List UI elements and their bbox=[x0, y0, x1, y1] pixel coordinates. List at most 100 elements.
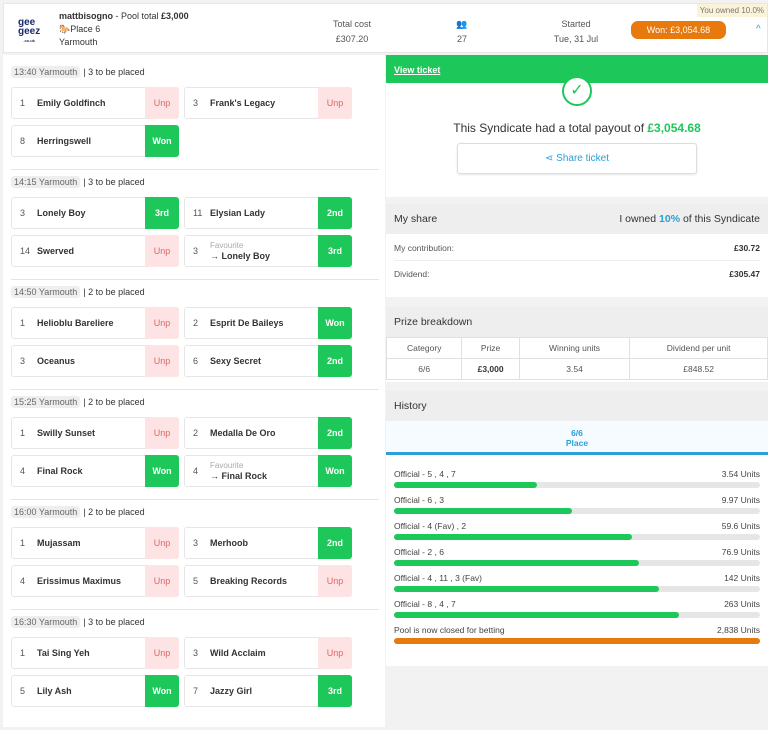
runner-number: 3 bbox=[193, 538, 199, 548]
runner-number: 3 bbox=[193, 98, 199, 108]
runner-cell[interactable]: 3 Favourite → Lonely Boy 3rd bbox=[184, 234, 352, 267]
col-header: Prize bbox=[461, 337, 520, 359]
history-label: Pool is now closed for betting bbox=[394, 625, 505, 635]
started-date: Tue, 31 Jul bbox=[553, 34, 599, 44]
progress-fill bbox=[394, 534, 632, 540]
result-badge: Unp bbox=[145, 636, 179, 669]
runner-name: Wild Acclaim bbox=[210, 647, 266, 658]
divider bbox=[11, 499, 379, 500]
runner-name-wrap: Erissimus Maximus bbox=[32, 576, 145, 587]
runner-name: Frank's Legacy bbox=[210, 97, 276, 108]
history-label: Official - 4 (Fav) , 2 bbox=[394, 521, 467, 531]
table-cell: £848.52 bbox=[629, 358, 768, 380]
payout-text: This Syndicate had a total payout of £3,… bbox=[386, 121, 768, 135]
runner-name-wrap: Jazzy Girl bbox=[205, 686, 318, 697]
runner-cell[interactable]: 1 Swilly Sunset Unp bbox=[11, 416, 179, 449]
history-units: 3.54 Units bbox=[721, 469, 760, 479]
started-label: Started bbox=[561, 19, 591, 29]
runner-name: Tai Sing Yeh bbox=[37, 647, 90, 658]
runner-number: 4 bbox=[193, 466, 199, 476]
race-header: 13:40 Yarmouth | 3 to be placed bbox=[11, 65, 353, 79]
history-title: History bbox=[394, 400, 427, 412]
runner-cell[interactable]: 3 Wild Acclaim Unp bbox=[184, 636, 352, 669]
history-item: Official - 5 , 4 , 7 3.54 Units bbox=[394, 469, 760, 488]
tab-6-6-place[interactable]: 6/6 Place bbox=[386, 421, 768, 455]
runner-cell[interactable]: 1 Mujassam Unp bbox=[11, 526, 179, 559]
contribution-label: My contribution: bbox=[394, 243, 454, 253]
owned-post: of this Syndicate bbox=[682, 213, 760, 225]
runner-cell[interactable]: 2 Esprit De Baileys Won bbox=[184, 306, 352, 339]
runner-name: → Lonely Boy bbox=[210, 251, 271, 261]
runner-cell[interactable]: 2 Medalla De Oro 2nd bbox=[184, 416, 352, 449]
runner-cell[interactable]: 14 Swerved Unp bbox=[11, 234, 179, 267]
progress-fill bbox=[394, 560, 640, 566]
runner-cell[interactable]: 1 Emily Goldfinch Unp bbox=[11, 86, 179, 119]
places-count: 3 to be placed bbox=[88, 177, 145, 187]
runner-name-wrap: Emily Goldfinch bbox=[32, 98, 145, 109]
tab-top: 6/6 bbox=[571, 428, 583, 438]
runner-cell[interactable]: 1 Tai Sing Yeh Unp bbox=[11, 636, 179, 669]
runner-number: 5 bbox=[193, 576, 199, 586]
people-icon: 👥 bbox=[456, 19, 468, 29]
syndicate-header[interactable]: gee geez .co.uk mattbisogno - Pool total £… bbox=[3, 3, 768, 53]
race-header: 16:00 Yarmouth | 2 to be placed bbox=[11, 505, 353, 519]
result-badge: Unp bbox=[318, 86, 352, 119]
progress-fill bbox=[394, 482, 537, 488]
runner-name: Erissimus Maximus bbox=[37, 575, 122, 586]
runner-cell[interactable]: 4 Favourite → Final Rock Won bbox=[184, 454, 352, 487]
progress-fill bbox=[394, 638, 760, 644]
runner-cell[interactable]: 6 Sexy Secret 2nd bbox=[184, 344, 352, 377]
history-units: 76.9 Units bbox=[721, 547, 760, 557]
runner-name-wrap: Swerved bbox=[32, 246, 145, 257]
history-label: Official - 4 , 11 , 3 (Fav) bbox=[394, 573, 483, 583]
result-badge: 2nd bbox=[318, 344, 352, 377]
result-badge: 2nd bbox=[318, 416, 352, 449]
runner-number: 8 bbox=[20, 136, 26, 146]
result-badge: Unp bbox=[318, 636, 352, 669]
runner-number: 1 bbox=[20, 648, 26, 658]
runner-name: Esprit De Baileys bbox=[210, 317, 284, 328]
runner-cell[interactable]: 4 Final Rock Won bbox=[11, 454, 179, 487]
history-units: 59.6 Units bbox=[721, 521, 760, 531]
check-icon: ✓ bbox=[562, 76, 592, 106]
chevron-up-icon[interactable]: ^ bbox=[756, 24, 761, 35]
places-count: 2 to be placed bbox=[88, 287, 145, 297]
share-ticket-button[interactable]: ⋖ Share ticket bbox=[457, 143, 697, 174]
progress-track bbox=[394, 638, 760, 644]
runner-cell[interactable]: 11 Elysian Lady 2nd bbox=[184, 196, 352, 229]
runner-number: 5 bbox=[20, 686, 26, 696]
payout-label: This Syndicate had a total payout of bbox=[453, 121, 645, 135]
owned-pre: I owned bbox=[619, 213, 657, 225]
runner-cell[interactable]: 3 Frank's Legacy Unp bbox=[184, 86, 352, 119]
runner-cell[interactable]: 3 Lonely Boy 3rd bbox=[11, 196, 179, 229]
race-block: 16:30 Yarmouth | 3 to be placed 1 Tai Sing … bbox=[11, 615, 353, 707]
runner-cell[interactable]: 4 Erissimus Maximus Unp bbox=[11, 564, 179, 597]
runner-cell[interactable]: 5 Lily Ash Won bbox=[11, 674, 179, 707]
runner-name: → Final Rock bbox=[210, 471, 268, 481]
result-badge: Unp bbox=[145, 416, 179, 449]
entrants-count: 27 bbox=[456, 34, 467, 44]
race-block: 13:40 Yarmouth | 3 to be placed 1 Emily Gol… bbox=[11, 65, 353, 157]
progress-track bbox=[394, 560, 760, 566]
dividend-value: £305.47 bbox=[729, 268, 760, 279]
history-units: 263 Units bbox=[724, 599, 760, 609]
runner-cell[interactable]: 8 Herringswell Won bbox=[11, 124, 179, 157]
runner-cell[interactable]: 7 Jazzy Girl 3rd bbox=[184, 674, 352, 707]
runner-name-wrap: Breaking Records bbox=[205, 576, 318, 587]
race-block: 14:50 Yarmouth | 2 to be placed 1 Helioblu … bbox=[11, 285, 353, 377]
runner-cell[interactable]: 3 Oceanus Unp bbox=[11, 344, 179, 377]
runner-number: 7 bbox=[193, 686, 199, 696]
runner-number: 3 bbox=[20, 208, 26, 218]
runner-number: 11 bbox=[193, 208, 203, 218]
runner-cell[interactable]: 1 Helioblu Bareliere Unp bbox=[11, 306, 179, 339]
runner-name-wrap: Sexy Secret bbox=[205, 356, 318, 367]
places-count: 3 to be placed bbox=[88, 617, 145, 627]
runner-cell[interactable]: 3 Merhoob 2nd bbox=[184, 526, 352, 559]
places-text: | 2 to be placed bbox=[83, 287, 145, 297]
favourite-label: Favourite bbox=[210, 241, 244, 250]
runner-cell[interactable]: 5 Breaking Records Unp bbox=[184, 564, 352, 597]
runner-name-wrap: Helioblu Bareliere bbox=[32, 318, 145, 329]
history-label: Official - 2 , 6 bbox=[394, 547, 444, 557]
share-icon: ⋖ bbox=[545, 153, 557, 164]
runner-name-wrap: Esprit De Baileys bbox=[205, 318, 318, 329]
